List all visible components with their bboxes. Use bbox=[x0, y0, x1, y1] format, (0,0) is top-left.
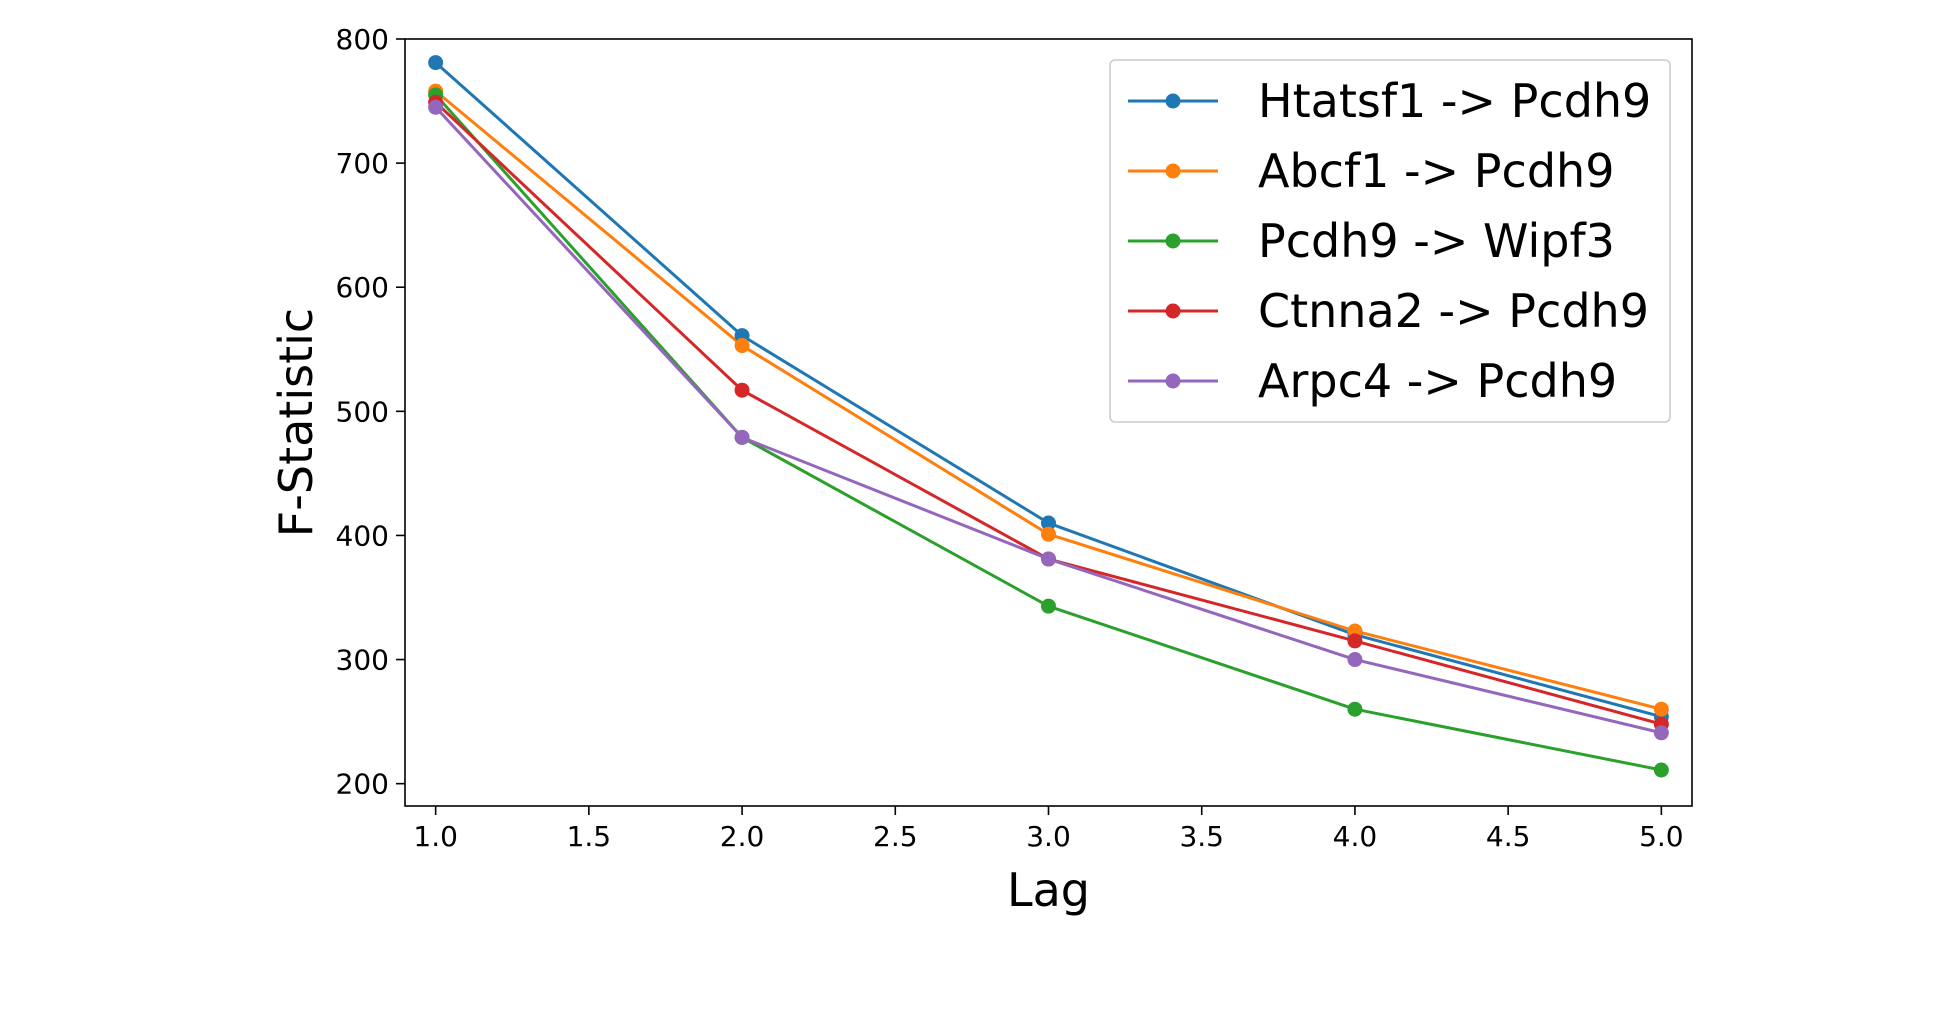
x-tick-label: 2.5 bbox=[873, 820, 918, 853]
legend-label: Abcf1 -> Pcdh9 bbox=[1258, 144, 1614, 198]
y-tick-label: 200 bbox=[336, 768, 389, 801]
legend-label: Ctnna2 -> Pcdh9 bbox=[1258, 284, 1649, 338]
y-axis-ticks: 200 300 400 500 600 700 800 bbox=[336, 23, 405, 801]
legend-marker bbox=[1165, 163, 1181, 179]
data-point bbox=[1041, 526, 1056, 542]
legend-marker bbox=[1165, 373, 1181, 389]
legend-marker bbox=[1165, 303, 1181, 319]
x-axis-ticks: 1.0 1.5 2.0 2.5 3.0 3.5 4.0 4.5 5.0 bbox=[413, 806, 1684, 853]
y-tick-label: 700 bbox=[336, 147, 389, 180]
x-tick-label: 4.5 bbox=[1486, 820, 1531, 853]
series-markers bbox=[428, 55, 1669, 778]
data-point bbox=[1041, 598, 1056, 614]
legend-box bbox=[1109, 59, 1671, 423]
x-tick-label: 2.0 bbox=[720, 820, 765, 853]
data-point bbox=[1653, 762, 1669, 778]
data-point bbox=[1653, 725, 1669, 741]
data-point bbox=[1653, 701, 1669, 717]
data-point bbox=[1041, 515, 1056, 531]
legend-label: Arpc4 -> Pcdh9 bbox=[1258, 354, 1617, 408]
data-point bbox=[1347, 652, 1363, 668]
data-point bbox=[734, 382, 750, 398]
legend-marker bbox=[1165, 93, 1181, 109]
legend-label: Htatsf1 -> Pcdh9 bbox=[1258, 74, 1651, 128]
data-point bbox=[734, 338, 750, 354]
x-tick-label: 1.0 bbox=[413, 820, 458, 853]
x-tick-label: 3.0 bbox=[1026, 820, 1071, 853]
legend: Htatsf1 -> Pcdh9 Abcf1 -> Pcdh9 Pcdh9 -> W… bbox=[1109, 59, 1671, 423]
legend-marker bbox=[1165, 233, 1181, 249]
data-point bbox=[734, 429, 750, 445]
x-tick-label: 1.5 bbox=[567, 820, 612, 853]
x-tick-label: 3.5 bbox=[1179, 820, 1224, 853]
y-tick-label: 600 bbox=[336, 271, 389, 304]
y-tick-label: 800 bbox=[336, 23, 389, 56]
x-tick-label: 4.0 bbox=[1333, 820, 1378, 853]
data-point bbox=[1347, 633, 1363, 649]
y-tick-label: 400 bbox=[336, 519, 389, 552]
legend-label: Pcdh9 -> Wipf3 bbox=[1258, 214, 1615, 268]
x-tick-label: 5.0 bbox=[1639, 820, 1684, 853]
data-point bbox=[1347, 701, 1363, 717]
y-axis-label: F-Statistic bbox=[269, 308, 323, 537]
data-point bbox=[428, 99, 444, 115]
y-tick-label: 500 bbox=[336, 395, 389, 428]
x-axis-label: Lag bbox=[1007, 863, 1090, 917]
data-point bbox=[1041, 551, 1056, 567]
y-tick-label: 300 bbox=[336, 644, 389, 677]
data-point bbox=[428, 55, 444, 71]
